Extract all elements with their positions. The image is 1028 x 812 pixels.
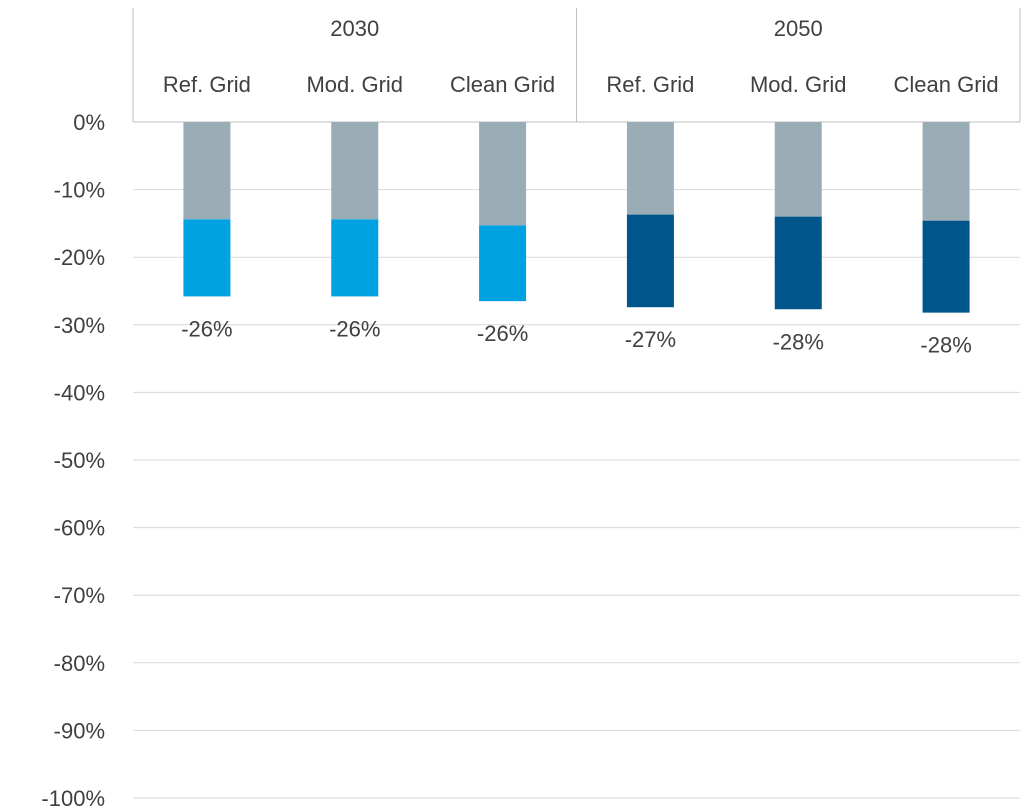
data-label: -26% xyxy=(477,321,528,346)
category-label: Mod. Grid xyxy=(750,72,847,97)
group-label: 2050 xyxy=(774,16,823,41)
y-tick-label: -20% xyxy=(54,245,105,270)
bars xyxy=(183,122,970,313)
bar-segment-upper xyxy=(479,122,527,226)
category-label: Clean Grid xyxy=(450,72,555,97)
gridlines xyxy=(133,189,1020,799)
bar-segment-upper xyxy=(331,122,379,220)
data-label: -26% xyxy=(181,316,232,341)
y-tick-label: -90% xyxy=(54,718,105,743)
y-tick-label: -60% xyxy=(54,516,105,541)
data-label: -28% xyxy=(773,329,824,354)
y-tick-label: -40% xyxy=(54,380,105,405)
y-tick-label: -30% xyxy=(54,313,105,338)
category-label: Clean Grid xyxy=(894,72,999,97)
category-label: Mod. Grid xyxy=(306,72,403,97)
data-label: -28% xyxy=(920,333,971,358)
y-tick-label: -10% xyxy=(54,178,105,203)
y-tick-label: 0% xyxy=(73,110,105,135)
labels: 0% -10% -20% -30% -40% -50% -60% -70% -80% -90% -1… xyxy=(41,16,998,811)
bar-segment-upper xyxy=(922,122,970,221)
y-tick-label: -100% xyxy=(41,786,105,811)
bar-segment-lower xyxy=(626,214,674,308)
y-tick-label: -80% xyxy=(54,651,105,676)
data-label: -26% xyxy=(329,316,380,341)
bar-segment-lower xyxy=(183,219,231,297)
y-tick-label: -50% xyxy=(54,448,105,473)
bar-segment-lower xyxy=(331,219,379,297)
y-tick-label: -70% xyxy=(54,583,105,608)
data-label: -27% xyxy=(625,327,676,352)
category-label: Ref. Grid xyxy=(606,72,694,97)
bar-segment-lower xyxy=(774,216,822,310)
category-header xyxy=(132,8,1021,123)
group-label: 2030 xyxy=(330,16,379,41)
bar-segment-lower xyxy=(922,220,970,313)
bar-segment-upper xyxy=(183,122,231,220)
category-label: Ref. Grid xyxy=(163,72,251,97)
bar-segment-upper xyxy=(626,122,674,215)
bar-segment-upper xyxy=(774,122,822,217)
bar-segment-lower xyxy=(479,225,527,302)
